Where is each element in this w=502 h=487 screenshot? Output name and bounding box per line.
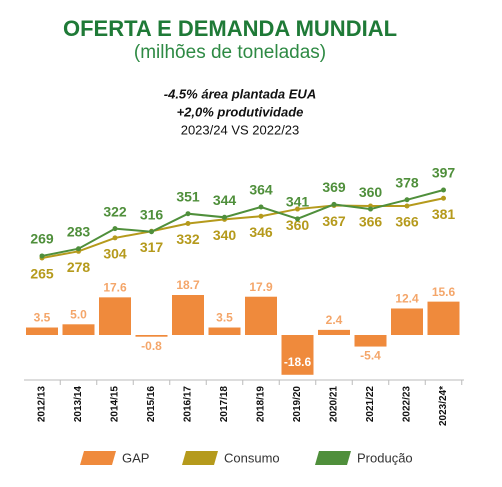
data-label: 3.5 [216, 311, 233, 325]
data-label: 3.5 [34, 311, 51, 325]
data-label: 378 [395, 174, 419, 190]
bar [208, 327, 241, 335]
point [76, 246, 81, 252]
x-tick-label: 2022/23 [402, 386, 413, 423]
x-tick-label: 2023/24* [438, 386, 449, 426]
data-label: 381 [432, 206, 456, 222]
x-tick-label: 2015/16 [146, 386, 157, 423]
point [222, 214, 227, 220]
point [112, 226, 118, 232]
data-label: 341 [286, 194, 310, 210]
annotation: 2023/24 VS 2022/23 [181, 122, 300, 137]
legend-swatch [80, 451, 116, 465]
data-label: 360 [286, 217, 310, 233]
point [112, 235, 118, 241]
bar [354, 335, 387, 347]
point [258, 204, 264, 210]
data-label: 367 [322, 213, 346, 229]
bar [427, 301, 460, 335]
bar [26, 327, 58, 335]
bar [135, 335, 168, 337]
data-label: -0.8 [141, 339, 162, 353]
x-tick-label: 2021/22 [365, 386, 376, 423]
data-label: 265 [30, 266, 54, 282]
legend-swatch [182, 451, 218, 465]
point [185, 220, 191, 226]
bar [62, 324, 95, 335]
x-tick-label: 2019/20 [292, 386, 303, 423]
bar [391, 308, 423, 335]
data-label: 332 [176, 231, 200, 247]
point [258, 213, 264, 219]
legend-swatch [315, 451, 351, 465]
chart-title: OFERTA E DEMANDA MUNDIAL [63, 16, 397, 41]
data-label: 5.0 [70, 307, 87, 321]
legend-label: GAP [122, 450, 149, 465]
data-label: 18.7 [176, 278, 200, 292]
data-label: 283 [67, 223, 91, 239]
data-label: 322 [103, 203, 127, 219]
data-label: 316 [140, 206, 164, 222]
data-label: 366 [359, 214, 383, 230]
line [41, 197, 444, 259]
data-label: 317 [140, 239, 164, 255]
point [404, 197, 410, 203]
point [368, 206, 373, 212]
data-label: 15.6 [432, 285, 456, 299]
chart-subtitle: (milhões de toneladas) [134, 42, 326, 63]
point [331, 201, 337, 207]
annotation: -4.5% área plantada EUA [164, 86, 316, 101]
data-label: 346 [249, 224, 273, 240]
data-label: 344 [213, 192, 237, 208]
x-tick-label: 2012/13 [37, 386, 48, 423]
data-label: 397 [432, 165, 456, 181]
x-tick-label: 2013/14 [73, 386, 84, 423]
point [39, 253, 45, 259]
data-label: -18.6 [284, 355, 312, 369]
bar [318, 329, 350, 335]
data-label: 2.4 [326, 313, 343, 327]
data-label: 17.9 [249, 280, 273, 294]
bar [281, 335, 314, 375]
annotation: +2,0% produtividade [177, 104, 304, 119]
data-label: 340 [213, 227, 237, 243]
point [295, 216, 300, 222]
data-label: 278 [67, 259, 91, 275]
data-label: 366 [395, 214, 419, 230]
data-label: 269 [30, 231, 54, 247]
x-tick-label: 2018/19 [256, 386, 267, 423]
point [185, 211, 191, 217]
data-label: 304 [103, 246, 127, 262]
data-label: 12.4 [395, 292, 419, 306]
point [149, 229, 154, 235]
x-tick-label: 2016/17 [183, 386, 194, 423]
legend-label: Consumo [224, 450, 280, 465]
data-label: 364 [249, 182, 273, 198]
data-label: -5.4 [360, 349, 381, 363]
point [441, 195, 446, 201]
data-label: 360 [359, 184, 383, 200]
point [441, 187, 446, 193]
data-label: 351 [176, 188, 200, 204]
bar [99, 297, 131, 335]
line [41, 189, 444, 257]
bar [245, 296, 277, 335]
x-tick-label: 2014/15 [110, 386, 121, 423]
legend-label: Produção [357, 450, 413, 465]
point [404, 203, 410, 209]
x-tick-label: 2020/21 [329, 386, 340, 423]
point [295, 206, 300, 212]
data-label: 369 [322, 179, 346, 195]
x-tick-label: 2017/18 [219, 386, 230, 423]
data-label: 17.6 [103, 281, 127, 295]
bar [172, 295, 204, 335]
